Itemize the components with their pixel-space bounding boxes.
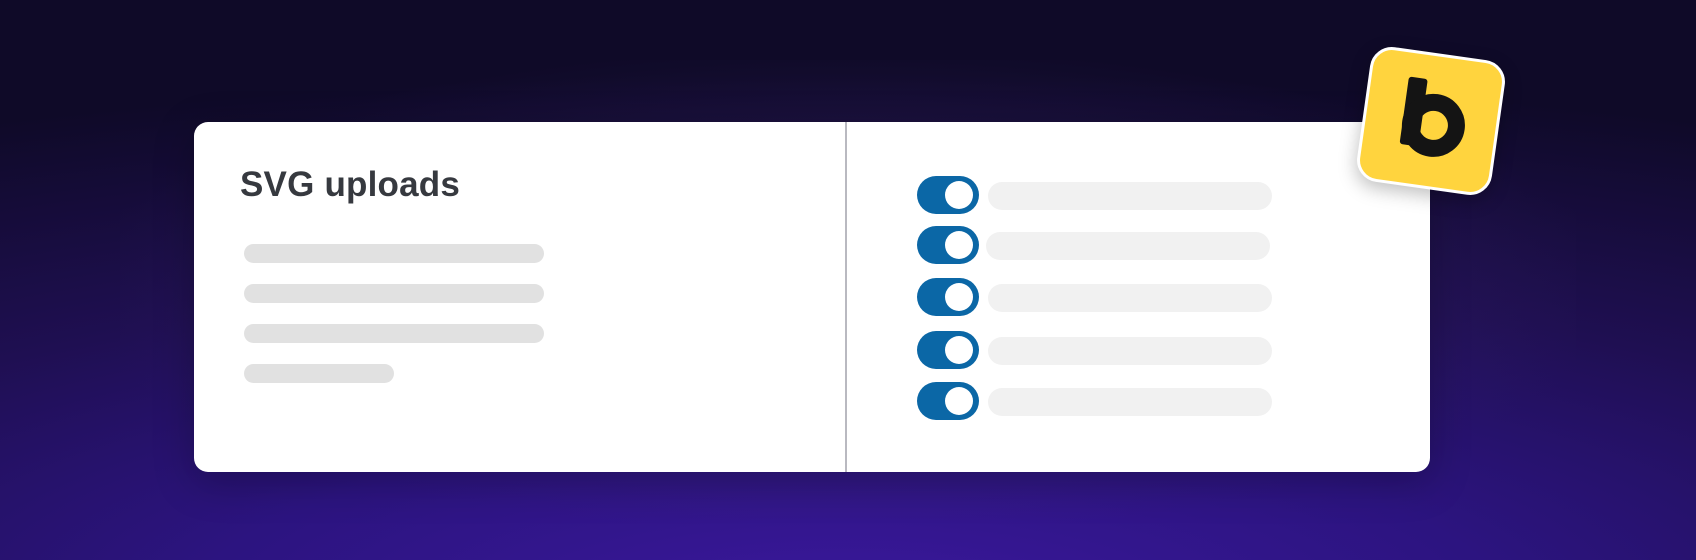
toggle-row bbox=[917, 277, 1277, 317]
toggle-label-placeholder bbox=[988, 284, 1272, 312]
brand-b-logo-icon bbox=[1399, 76, 1465, 157]
toggle-switch[interactable] bbox=[917, 176, 979, 214]
card-divider bbox=[845, 122, 847, 472]
description-placeholder-line bbox=[244, 364, 394, 383]
toggle-knob bbox=[945, 231, 973, 259]
toggle-switch[interactable] bbox=[917, 278, 979, 316]
description-placeholder-line bbox=[244, 324, 544, 343]
toggle-label-placeholder bbox=[988, 337, 1272, 365]
toggle-label-placeholder bbox=[988, 388, 1272, 416]
toggle-label-placeholder bbox=[988, 182, 1272, 210]
toggle-knob bbox=[945, 283, 973, 311]
toggle-switch[interactable] bbox=[917, 331, 979, 369]
toggle-row bbox=[917, 381, 1277, 421]
toggle-label-placeholder bbox=[986, 232, 1270, 260]
toggle-row bbox=[917, 330, 1277, 370]
toggle-row bbox=[917, 225, 1277, 265]
toggle-row bbox=[917, 175, 1277, 215]
toggle-switch[interactable] bbox=[917, 226, 979, 264]
toggle-knob bbox=[945, 387, 973, 415]
toggle-knob bbox=[945, 181, 973, 209]
settings-card: SVG uploads bbox=[194, 122, 1430, 472]
toggle-knob bbox=[945, 336, 973, 364]
brand-badge bbox=[1354, 44, 1508, 198]
toggle-switch[interactable] bbox=[917, 382, 979, 420]
description-placeholder-line bbox=[244, 284, 544, 303]
description-placeholder-line bbox=[244, 244, 544, 263]
card-title: SVG uploads bbox=[240, 165, 461, 204]
